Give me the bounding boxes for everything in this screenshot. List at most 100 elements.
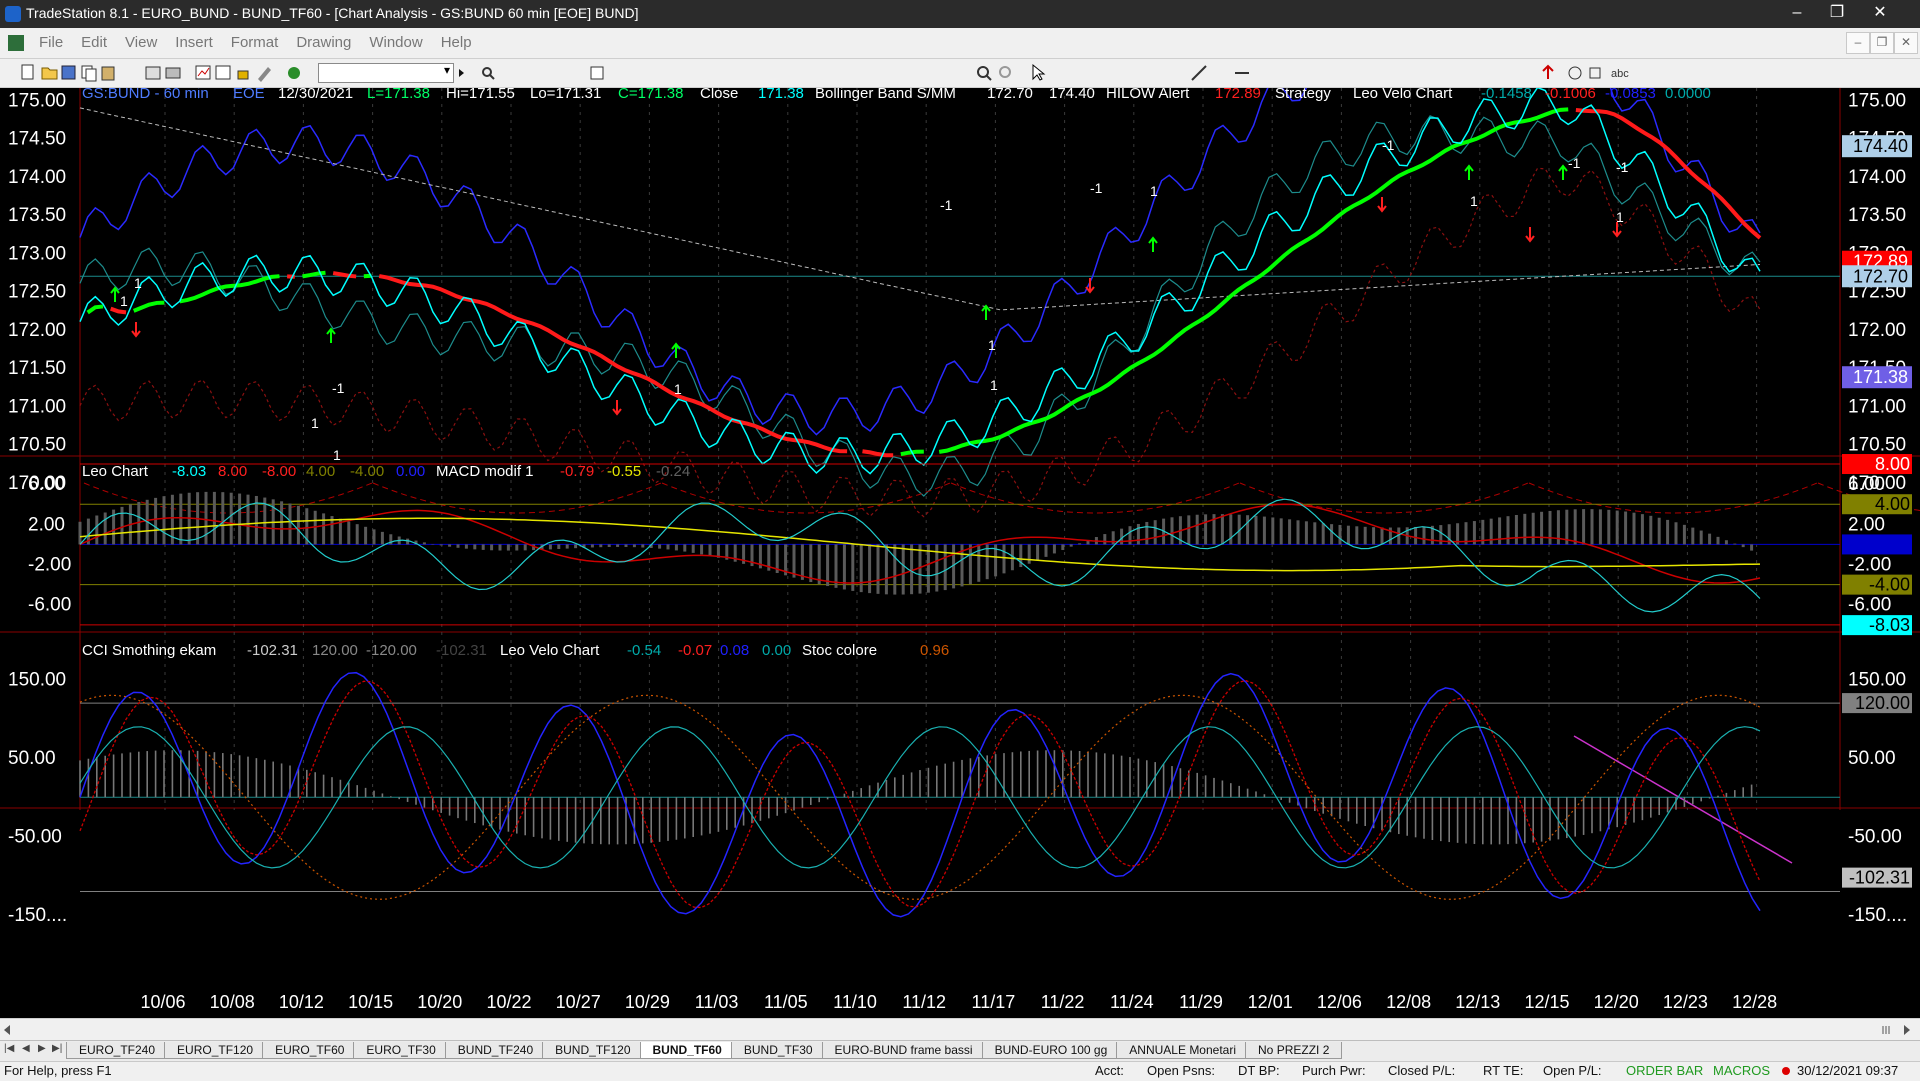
print-icon[interactable] — [166, 68, 180, 78]
pointer-icon[interactable] — [1033, 65, 1044, 80]
chart-analysis-window[interactable]: 175.00175.00174.50174.50174.00174.00173.… — [0, 88, 1920, 1018]
tab-bund-tf30[interactable]: BUND_TF30 — [731, 1042, 826, 1059]
symbol-search-icon[interactable] — [483, 68, 494, 79]
panel3-header-stoc-label: Stoc colore — [802, 642, 877, 659]
panel1-header-date: 12/30/2021 — [278, 88, 353, 102]
panel3-header-cci-v3: -120.00 — [366, 642, 417, 659]
tab-euro-tf240[interactable]: EURO_TF240 — [66, 1042, 168, 1059]
panel1-header-hilow-value: 172.89 — [1215, 88, 1261, 102]
panel2-header-leo-v4: 4.00 — [306, 463, 335, 480]
maximize-button[interactable]: ❐ — [1817, 0, 1857, 28]
menu-help[interactable]: Help — [432, 28, 481, 57]
menu-view[interactable]: View — [116, 28, 166, 57]
tab-euro-tf60[interactable]: EURO_TF60 — [262, 1042, 357, 1059]
tab-no-prezzi-2[interactable]: No PREZZI 2 — [1245, 1042, 1342, 1059]
radar-window-icon[interactable] — [216, 66, 230, 79]
toolbar: abc ▾ — [0, 59, 1920, 88]
date-axis-label: 12/13 — [1455, 992, 1500, 1012]
strategy-icon[interactable] — [288, 67, 300, 79]
tab-euro-bund-frame-bassi[interactable]: EURO-BUND frame bassi — [822, 1042, 986, 1059]
leo-axis-label-right: -6.00 — [1848, 595, 1891, 616]
chart-window-icon-button[interactable] — [196, 66, 210, 79]
open-folder-icon[interactable] — [42, 68, 57, 79]
menu-drawing[interactable]: Drawing — [287, 28, 360, 57]
arrow-right-icon[interactable] — [459, 69, 464, 77]
price-axis-label-left: 174.00 — [8, 167, 66, 188]
cci-panel[interactable] — [80, 636, 1840, 918]
menu-file[interactable]: File — [30, 28, 72, 57]
leo-tag-label: -8.03 — [1869, 615, 1910, 635]
scroll-right-icon[interactable] — [1904, 1025, 1910, 1035]
panel1-header-bb-v1: 172.70 — [987, 88, 1033, 102]
panel1-header-bb-v2: 174.40 — [1049, 88, 1095, 102]
panel3-header-stoc-v1: 0.96 — [920, 642, 949, 659]
trendline-icon[interactable] — [1192, 66, 1206, 80]
price-axis-label-left: 175.00 — [8, 90, 66, 111]
tab-euro-tf120[interactable]: EURO_TF120 — [164, 1042, 266, 1059]
price-axis-label-right: 175.00 — [1848, 90, 1906, 111]
text-tool-icon[interactable]: abc — [1611, 68, 1629, 80]
tab-annuale-monetari[interactable]: ANNUALE Monetari — [1116, 1042, 1249, 1059]
scroll-grip-icon[interactable] — [1883, 1026, 1889, 1034]
lock-icon[interactable] — [238, 71, 248, 79]
minimize-button[interactable]: – — [1777, 0, 1817, 28]
price-axis-label-left: 171.50 — [8, 358, 66, 379]
panel1-header-hi: Hi=171.55 — [446, 88, 515, 102]
date-axis-label: 12/08 — [1386, 992, 1431, 1012]
tab-next-icon[interactable]: ▶ — [38, 1043, 46, 1054]
paste-icon[interactable] — [102, 67, 114, 80]
price-axis-label-left: 170.50 — [8, 435, 66, 456]
print-preview-icon[interactable] — [146, 67, 160, 79]
chart-canvas[interactable]: 175.00175.00174.50174.50174.00174.00173.… — [0, 88, 1920, 1018]
save-icon[interactable] — [62, 66, 75, 79]
menu-edit[interactable]: Edit — [72, 28, 116, 57]
new-file-icon[interactable] — [22, 65, 33, 79]
zoom-out-icon[interactable] — [1000, 67, 1010, 77]
chevron-down-icon[interactable]: ▾ — [444, 63, 450, 77]
toolbar-combo[interactable]: ▾ — [318, 63, 454, 83]
app-icon — [5, 6, 21, 22]
status-dt-bp: DT BP: — [1238, 1063, 1280, 1078]
panel1-header-bb-label: Bollinger Band S/MM — [815, 88, 956, 102]
menu-format[interactable]: Format — [222, 28, 288, 57]
panel3-header-cci-label: CCI Smothing ekam — [82, 642, 216, 659]
mdi-close-button[interactable]: ✕ — [1894, 32, 1918, 54]
cci-axis-label-right: -150.... — [1848, 905, 1907, 926]
menu-insert[interactable]: Insert — [166, 28, 222, 57]
zoom-in-icon[interactable] — [978, 67, 991, 80]
tab-euro-tf30[interactable]: EURO_TF30 — [353, 1042, 448, 1059]
date-axis-label: 11/24 — [1110, 992, 1154, 1012]
cci-axis-label-right: 50.00 — [1848, 748, 1896, 769]
order-bar-button[interactable]: ORDER BAR — [1626, 1063, 1703, 1078]
tab-bund-tf120[interactable]: BUND_TF120 — [542, 1042, 643, 1059]
cci-axis-label-left: 150.00 — [8, 670, 66, 691]
window-title: TradeStation 8.1 - EURO_BUND - BUND_TF60… — [26, 5, 639, 21]
draw-icon[interactable] — [258, 67, 271, 82]
rectangle-icon[interactable] — [1590, 68, 1600, 78]
panel1-header-velo-v4: 0.0000 — [1665, 88, 1711, 102]
close-button[interactable]: ✕ — [1860, 0, 1900, 28]
tab-bund-tf240[interactable]: BUND_TF240 — [445, 1042, 546, 1059]
copy-icon[interactable] — [82, 66, 96, 81]
status-rt-te: RT TE: — [1483, 1063, 1523, 1078]
mdi-restore-button[interactable]: ❐ — [1870, 32, 1894, 54]
ellipse-icon[interactable] — [1569, 67, 1581, 79]
format-bars-icon[interactable] — [591, 67, 603, 79]
tab-bund-tf60[interactable]: BUND_TF60 — [640, 1042, 735, 1059]
price-panel[interactable] — [80, 88, 1840, 455]
status-purch-pwr: Purch Pwr: — [1302, 1063, 1366, 1078]
mdi-minimize-button[interactable]: – — [1846, 32, 1870, 54]
tab-first-icon[interactable]: |◀ — [4, 1043, 14, 1054]
panel2-header-leo-label: Leo Chart — [82, 463, 149, 480]
tab-bund-euro-100-gg[interactable]: BUND-EURO 100 gg — [982, 1042, 1121, 1059]
cci-axis-label-left: -150.... — [8, 905, 67, 926]
tab-last-icon[interactable]: ▶| — [52, 1043, 62, 1054]
horizontal-scrollbar[interactable] — [0, 1018, 1920, 1041]
scroll-left-icon[interactable] — [4, 1025, 10, 1035]
macros-button[interactable]: MACROS — [1713, 1063, 1770, 1078]
tab-prev-icon[interactable]: ◀ — [22, 1043, 30, 1054]
buy-arrow-icon[interactable] — [1543, 66, 1553, 79]
signal-label: -1 — [1616, 159, 1629, 175]
menu-window[interactable]: Window — [360, 28, 431, 57]
leo-axis-label-right: -2.00 — [1848, 555, 1891, 576]
